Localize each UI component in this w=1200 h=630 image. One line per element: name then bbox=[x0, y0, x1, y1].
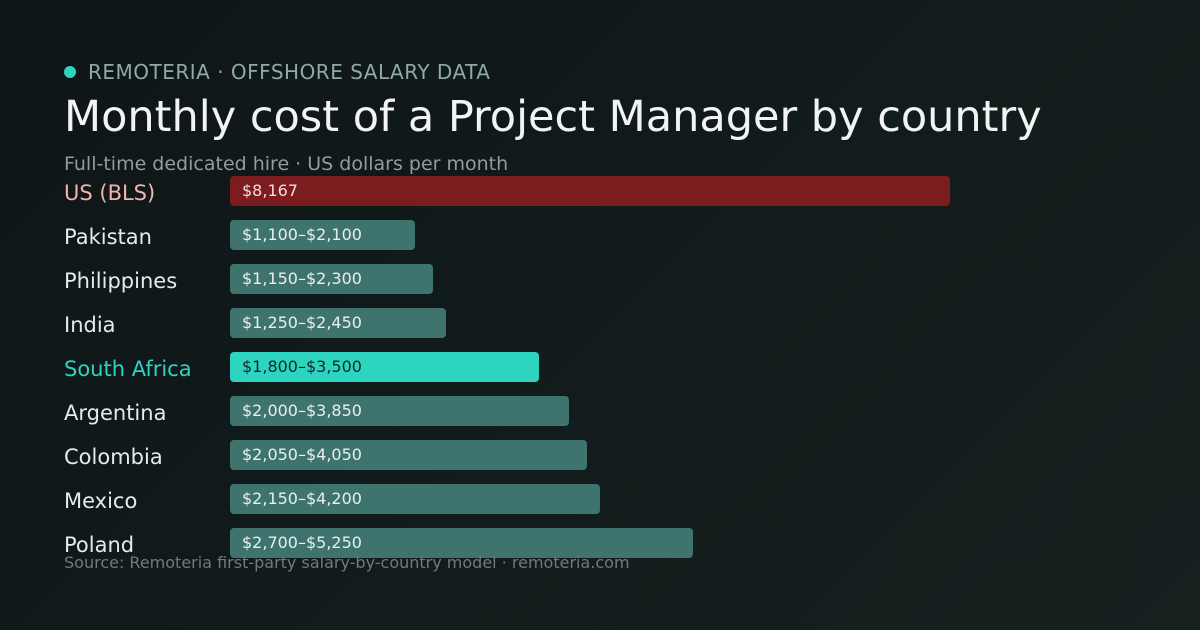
value-label: $2,700–$5,250 bbox=[242, 533, 362, 552]
bar-pakistan bbox=[230, 220, 415, 250]
value-label: $1,800–$3,500 bbox=[242, 357, 362, 376]
category-label: Pakistan bbox=[64, 225, 152, 249]
value-label: $2,150–$4,200 bbox=[242, 489, 362, 508]
bar-argentina bbox=[230, 396, 569, 426]
value-label: $1,150–$2,300 bbox=[242, 269, 362, 288]
value-label: $1,100–$2,100 bbox=[242, 225, 362, 244]
brand-dot-icon bbox=[64, 66, 76, 78]
value-label: $1,250–$2,450 bbox=[242, 313, 362, 332]
category-label: South Africa bbox=[64, 357, 192, 381]
chart-title: Monthly cost of a Project Manager by cou… bbox=[64, 92, 1042, 142]
bar-india bbox=[230, 308, 446, 338]
category-label: India bbox=[64, 313, 116, 337]
category-label: Colombia bbox=[64, 445, 163, 469]
chart-subtitle: Full-time dedicated hire · US dollars pe… bbox=[64, 153, 509, 175]
bar-us-bls bbox=[230, 176, 950, 206]
value-label: $2,000–$3,850 bbox=[242, 401, 362, 420]
bar-mexico bbox=[230, 484, 600, 514]
category-label: Poland bbox=[64, 533, 134, 557]
category-label: US (BLS) bbox=[64, 181, 155, 205]
brand-label: REMOTERIA · OFFSHORE SALARY DATA bbox=[88, 60, 491, 84]
bar-poland bbox=[230, 528, 693, 558]
category-label: Mexico bbox=[64, 489, 137, 513]
bar-south-africa bbox=[230, 352, 539, 382]
category-label: Argentina bbox=[64, 401, 166, 425]
bar-colombia bbox=[230, 440, 587, 470]
value-label: $2,050–$4,050 bbox=[242, 445, 362, 464]
bar-philippines bbox=[230, 264, 433, 294]
category-label: Philippines bbox=[64, 269, 177, 293]
value-label: $8,167 bbox=[242, 181, 298, 200]
source-note: Source: Remoteria first-party salary-by-… bbox=[64, 553, 630, 572]
brand-row: REMOTERIA · OFFSHORE SALARY DATA bbox=[64, 60, 490, 84]
